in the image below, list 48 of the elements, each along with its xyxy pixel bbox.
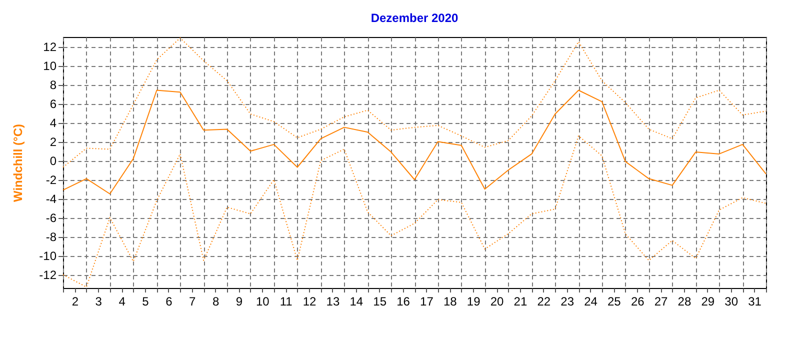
x-tick-label: 24 bbox=[584, 294, 598, 308]
x-tick-label: 7 bbox=[189, 294, 196, 308]
x-tick-label: 27 bbox=[654, 294, 668, 308]
y-tick-label: 8 bbox=[50, 78, 57, 92]
x-tick-label: 10 bbox=[256, 294, 270, 308]
y-tick-label: -2 bbox=[46, 173, 57, 188]
x-tick-label: 13 bbox=[326, 294, 340, 308]
y-tick-label: 6 bbox=[50, 97, 57, 112]
x-tick-label: 20 bbox=[490, 294, 504, 308]
x-tick-label: 16 bbox=[396, 294, 410, 308]
y-tick-label: 12 bbox=[43, 40, 57, 54]
y-tick-label: 2 bbox=[50, 135, 57, 150]
y-tick-label: -4 bbox=[46, 192, 57, 206]
x-tick-label: 6 bbox=[166, 294, 173, 308]
y-axis-title: Windchill (°C) bbox=[11, 124, 26, 202]
x-tick-label: 25 bbox=[608, 294, 622, 308]
x-tick-label: 28 bbox=[678, 294, 692, 308]
x-tick-label: 2 bbox=[72, 294, 79, 308]
x-tick-label: 8 bbox=[212, 294, 220, 308]
x-tick-label: 15 bbox=[373, 294, 387, 308]
y-tick-label: -12 bbox=[39, 268, 57, 282]
x-tick-label: 3 bbox=[95, 294, 102, 308]
y-tick-label: 0 bbox=[50, 154, 57, 168]
line-series bbox=[62, 37, 766, 168]
y-tick-label: -10 bbox=[39, 249, 57, 264]
x-tick-label: 22 bbox=[537, 294, 551, 308]
x-tick-label: 11 bbox=[280, 294, 293, 308]
x-tick-label: 17 bbox=[420, 294, 434, 308]
y-tick-label: -8 bbox=[46, 230, 57, 244]
x-tick-label: 19 bbox=[466, 294, 481, 308]
x-tick-label: 4 bbox=[118, 294, 126, 308]
x-tick-label: 12 bbox=[302, 294, 317, 308]
x-tick-label: 31 bbox=[748, 294, 762, 308]
line-series bbox=[62, 90, 766, 194]
x-tick-label: 14 bbox=[350, 294, 364, 308]
x-tick-label: 23 bbox=[560, 294, 574, 308]
x-tick-label: 9 bbox=[236, 294, 243, 308]
line-series bbox=[62, 135, 766, 288]
y-tick-label: 10 bbox=[43, 59, 57, 74]
x-tick-label: 21 bbox=[514, 294, 528, 308]
x-tick-label: 26 bbox=[630, 294, 645, 308]
chart-title: Dezember 2020 bbox=[370, 11, 459, 25]
x-tick-label: 30 bbox=[724, 294, 738, 308]
x-tick-label: 18 bbox=[443, 294, 458, 308]
x-tick-label: 5 bbox=[142, 294, 150, 308]
y-tick-label: 4 bbox=[50, 116, 57, 130]
x-tick-label: 29 bbox=[701, 294, 715, 308]
y-tick-label: -6 bbox=[46, 211, 57, 226]
